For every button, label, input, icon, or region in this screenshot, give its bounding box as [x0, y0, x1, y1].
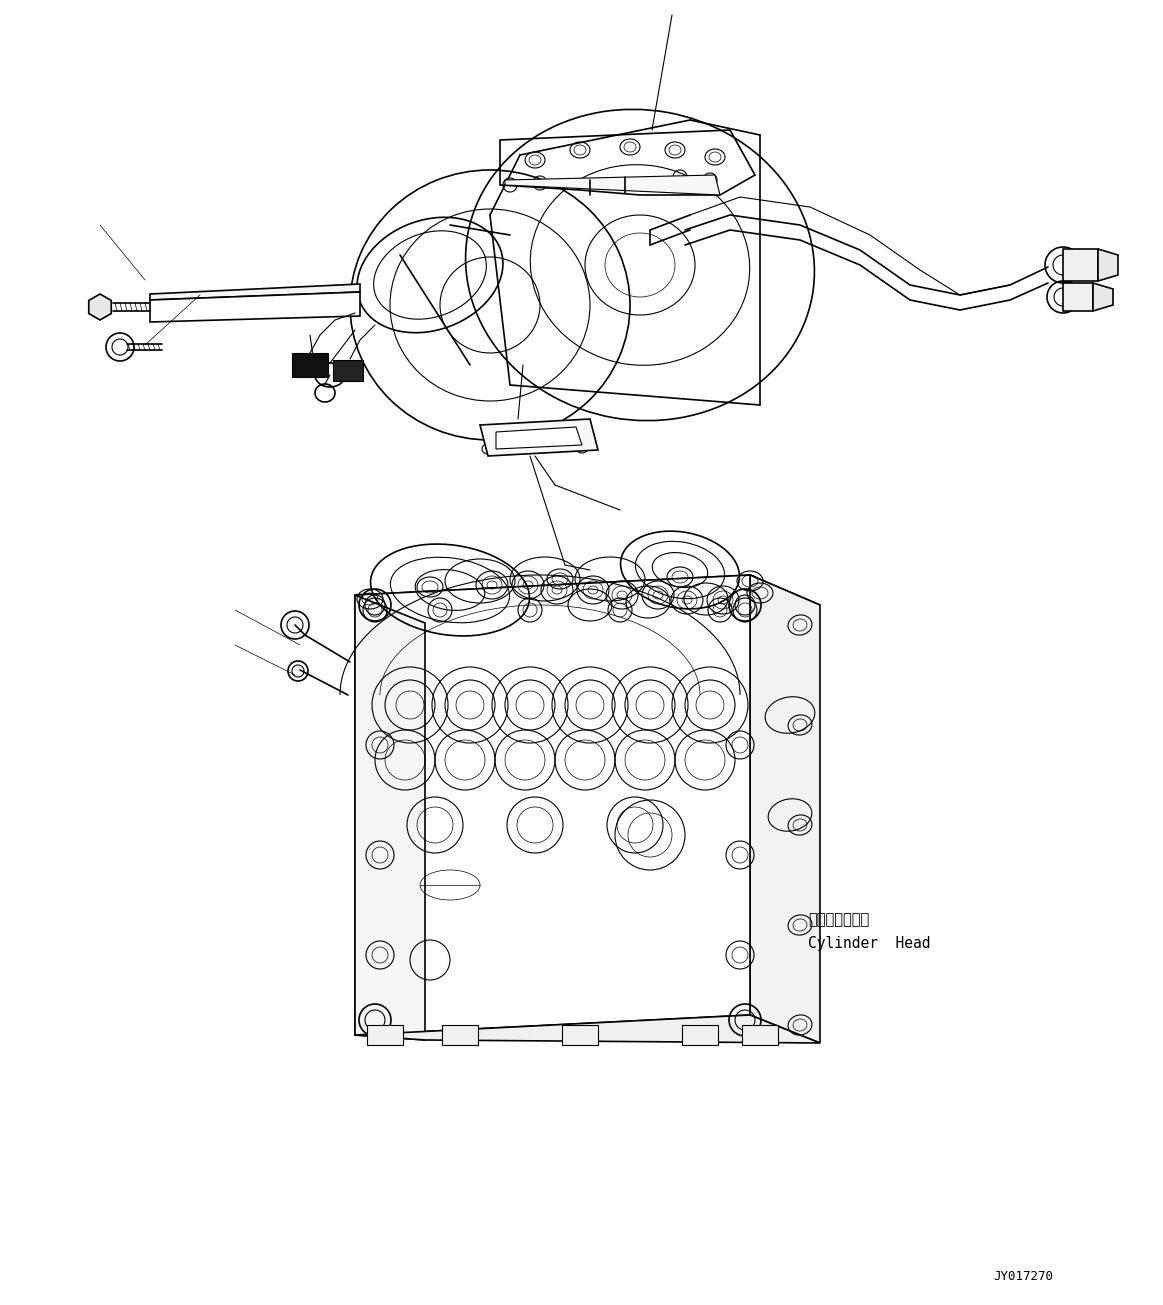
Polygon shape	[333, 360, 363, 381]
Polygon shape	[495, 427, 582, 449]
Polygon shape	[442, 1024, 478, 1045]
Polygon shape	[742, 1024, 778, 1045]
Text: JY017270: JY017270	[993, 1270, 1054, 1283]
Polygon shape	[292, 352, 328, 377]
Polygon shape	[682, 1024, 718, 1045]
Polygon shape	[480, 419, 598, 455]
Polygon shape	[750, 576, 820, 1043]
Polygon shape	[355, 1015, 820, 1043]
Polygon shape	[88, 294, 112, 320]
Polygon shape	[1098, 249, 1118, 281]
Polygon shape	[355, 595, 424, 1040]
Polygon shape	[1093, 283, 1113, 311]
Polygon shape	[355, 576, 820, 622]
Polygon shape	[1063, 249, 1098, 281]
Polygon shape	[562, 1024, 598, 1045]
Polygon shape	[368, 1024, 404, 1045]
Polygon shape	[1063, 283, 1093, 311]
Polygon shape	[355, 576, 750, 1035]
Text: Cylinder  Head: Cylinder Head	[808, 936, 930, 951]
Polygon shape	[505, 175, 720, 194]
Polygon shape	[150, 292, 361, 322]
Polygon shape	[150, 284, 361, 300]
Text: シリンダヘッド: シリンダヘッド	[808, 912, 870, 928]
